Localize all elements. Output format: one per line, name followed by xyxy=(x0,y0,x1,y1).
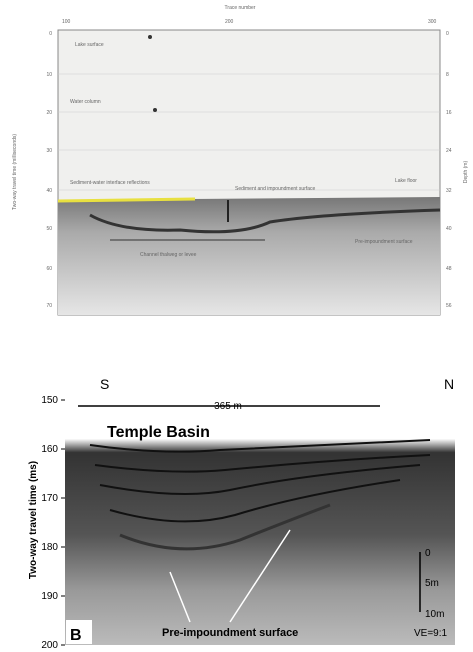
y2-label: Depth (m) xyxy=(463,161,469,184)
y-tick: 10 xyxy=(46,72,52,78)
y-tick: 180 xyxy=(41,542,58,553)
right-label: N xyxy=(444,376,454,392)
sediment xyxy=(58,197,440,315)
annotation: Lake floor xyxy=(395,178,417,184)
y-ticks: 0 10 20 30 40 50 60 70 0 8 16 24 32 40 48 56 xyxy=(46,31,451,309)
y-tick: 20 xyxy=(46,110,52,116)
scale-label: 10m xyxy=(425,609,444,620)
ve: VE=9:1 xyxy=(414,628,448,639)
y2-tick: 0 xyxy=(446,31,449,37)
y-tick: 150 xyxy=(41,395,58,406)
reflector xyxy=(89,208,441,234)
panel-letter: B xyxy=(70,627,82,644)
yellow-horizon xyxy=(57,197,196,203)
x-tick: 300 xyxy=(428,19,437,25)
y-tick: 60 xyxy=(46,266,52,272)
y-tick: 40 xyxy=(46,188,52,194)
annotation: Sediment and impoundment surface xyxy=(235,186,316,192)
panel-a-title: Trace number xyxy=(225,5,256,11)
y-tick: 160 xyxy=(41,444,58,455)
y-ticks: 150 160 170 180 190 200 xyxy=(41,395,65,651)
letter-box xyxy=(66,620,92,644)
scale-label: 0 xyxy=(425,548,431,559)
annotation: Pre-impoundment surface xyxy=(355,239,413,245)
annotation-arrows xyxy=(169,529,291,623)
y-tick: 70 xyxy=(46,303,52,309)
marker xyxy=(153,108,157,112)
y-tick: 30 xyxy=(46,148,52,154)
y-label: Two-way travel time (ms) xyxy=(28,461,39,579)
y-tick: 50 xyxy=(46,226,52,232)
annotation: Water column xyxy=(70,99,101,105)
annotation: Pre-impoundment surface xyxy=(162,627,298,639)
y-tick: 200 xyxy=(41,640,58,651)
distance: 365 m xyxy=(214,401,242,412)
y2-tick: 8 xyxy=(446,72,449,78)
y2-tick: 56 xyxy=(446,303,452,309)
marker xyxy=(148,35,152,39)
y-tick: 170 xyxy=(41,493,58,504)
left-label: S xyxy=(100,376,109,392)
annotation: Sediment-water interface reflections xyxy=(70,180,150,186)
panel-b-title: Temple Basin xyxy=(107,424,210,441)
annotation: Channel thalweg or levee xyxy=(140,252,197,258)
panel-a: Trace number 100 200 300 0 10 20 30 40 50 60 70… xyxy=(12,5,469,316)
y2-tick: 32 xyxy=(446,188,452,194)
panel-b: S N 365 m Temple Basin B 0 5m 10m VE=9:1… xyxy=(28,370,455,651)
y2-tick: 40 xyxy=(446,226,452,232)
scale-label: 5m xyxy=(425,578,439,589)
y-label: Two-way travel time (milliseconds) xyxy=(12,134,18,210)
y2-tick: 24 xyxy=(446,148,452,154)
reflectors xyxy=(89,439,431,551)
y-tick: 0 xyxy=(49,31,52,37)
x-tick: 100 xyxy=(62,19,71,25)
y2-tick: 16 xyxy=(446,110,452,116)
x-tick: 200 xyxy=(225,19,234,25)
y2-tick: 48 xyxy=(446,266,452,272)
annotation: Lake surface xyxy=(75,42,104,48)
y-tick: 190 xyxy=(41,591,58,602)
